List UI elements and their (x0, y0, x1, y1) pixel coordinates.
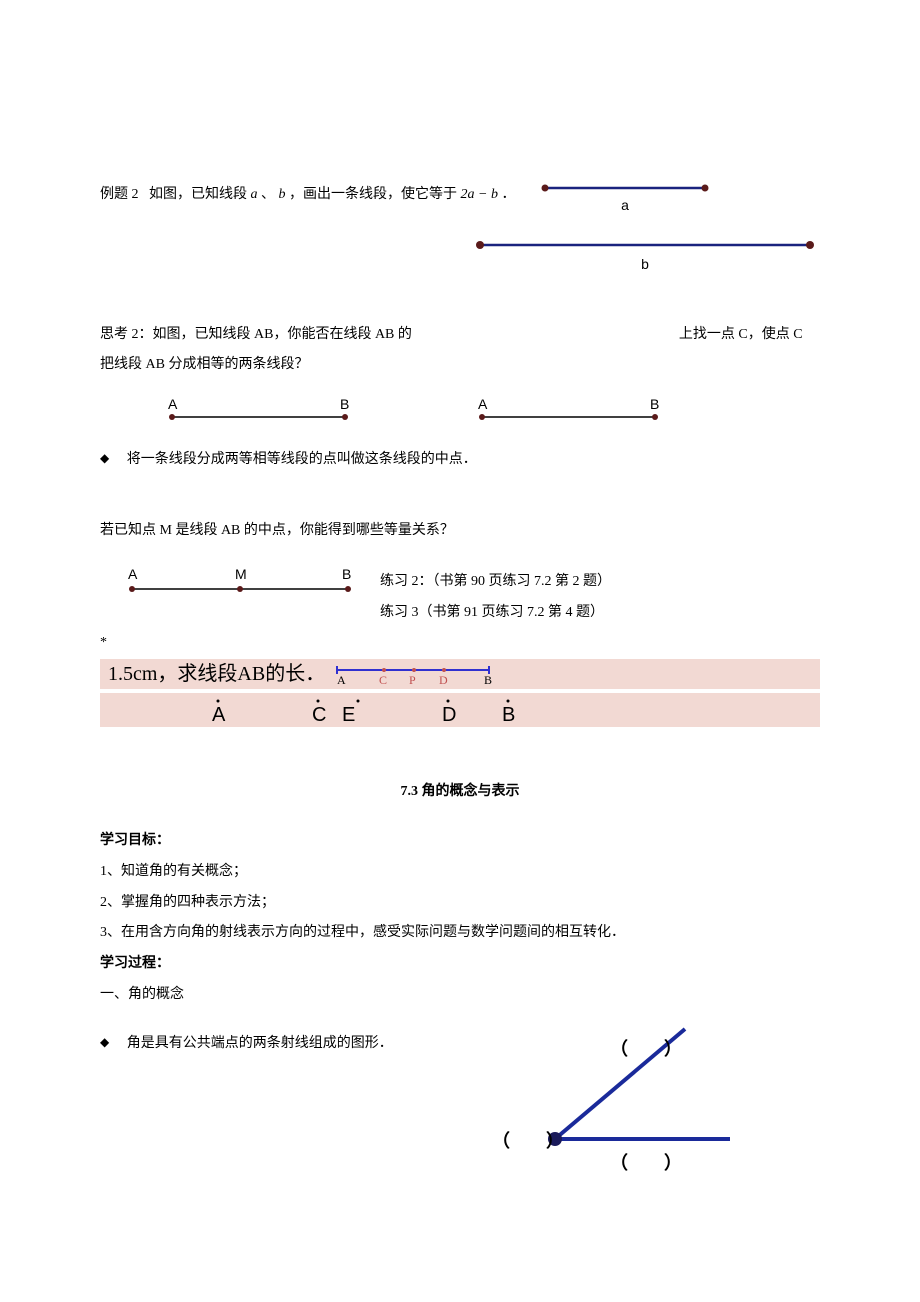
example2-row: 例题 2 如图，已知线段 a 、 b ，画出一条线段，使它等于 2a − b ．… (100, 180, 820, 233)
practice-2: 练习 2：（书第 90 页练习 7.2 第 2 题） (380, 567, 611, 598)
example2-period: ． (501, 187, 515, 202)
svg-text:B: B (650, 397, 659, 412)
segment-ab-1: A B (160, 397, 360, 427)
midpoint-def: 将一条线段分成两等相等线段的点叫做这条线段的中点． (127, 452, 477, 467)
goal-3: 3、在用含方向角的射线表示方向的过程中，感受实际问题与数学问题间的相互转化． (100, 918, 820, 949)
highlight-row-2: A C E D B (100, 693, 820, 727)
svg-text:M: M (235, 567, 247, 582)
example2-before-a: 如图，已知线段 (149, 187, 247, 202)
svg-text:B: B (342, 567, 351, 582)
segment-a-label: a (622, 197, 630, 213)
svg-text:E: E (342, 704, 395, 725)
practice-3: 练习 3（书第 91 页练习 7.2 第 4 题） (380, 598, 611, 629)
segment-b-label: b (641, 256, 649, 272)
example2-var-b: b (279, 187, 286, 202)
svg-text:A: A (212, 704, 265, 725)
svg-text:A: A (128, 567, 138, 582)
svg-text:A: A (168, 397, 178, 412)
svg-text:C: C (379, 673, 387, 686)
svg-text:（ ）: （ ） (610, 1153, 682, 1173)
diamond-icon: ◆ (100, 1029, 109, 1055)
angle-def-row: ◆ 角是具有公共端点的两条射线组成的图形． （ ） （ ） （ ） (100, 1029, 820, 1179)
svg-text:（ ）: （ ） (610, 1039, 682, 1059)
midpoint-q: 若已知点 M 是线段 AB 的中点，你能得到哪些等量关系？ (100, 523, 454, 538)
svg-text:（ ）: （ ） (492, 1131, 564, 1151)
sub1: 一、角的概念 (100, 980, 820, 1011)
hl2-svg: A C E D B (200, 695, 560, 725)
angle-figure: （ ） （ ） （ ） (470, 1019, 750, 1192)
angle-def: 角是具有公共端点的两条射线组成的图形． (127, 1036, 393, 1051)
svg-text:P: P (409, 673, 416, 686)
goal-1: 1、知道角的有关概念； (100, 857, 820, 888)
segment-b-figure: b (470, 237, 820, 290)
segment-amb: A M B (120, 567, 370, 597)
example2-label: 例题 2 (100, 187, 139, 202)
midpoint-def-row: ◆ 将一条线段分成两等相等线段的点叫做这条线段的中点． (100, 445, 820, 476)
segment-ab-2: A B (470, 397, 670, 427)
svg-text:A: A (337, 673, 346, 686)
think2-segments: A B A B (100, 397, 820, 427)
svg-text:B: B (502, 704, 555, 725)
example2-sep: 、 (261, 187, 279, 202)
midpoint-q-row: 若已知点 M 是线段 AB 的中点，你能得到哪些等量关系？ (100, 516, 820, 547)
example2-mid: ，画出一条线段，使它等于 (289, 187, 461, 202)
proc-head: 学习过程： (100, 949, 820, 980)
section-7-3-title: 7.3 角的概念与表示 (100, 777, 820, 808)
think2-prefix: 思考 2：如图，已知线段 AB，你能否在线段 AB 的 (100, 327, 412, 342)
diamond-icon: ◆ (100, 445, 109, 471)
svg-text:D: D (442, 704, 496, 725)
svg-text:B: B (340, 397, 349, 412)
segment-b-row: b (100, 237, 820, 290)
highlight-row-1: 1.5cm，求线段AB的长． A C P D B (100, 659, 820, 689)
svg-text:A: A (478, 397, 488, 412)
example2-text: 例题 2 如图，已知线段 a 、 b ，画出一条线段，使它等于 2a − b ． (100, 180, 515, 211)
example2-var-a: a (251, 187, 258, 202)
amb-and-practice: A M B 练习 2：（书第 90 页练习 7.2 第 2 题） 练习 3（书第… (100, 567, 820, 629)
document-page: 例题 2 如图，已知线段 a 、 b ，画出一条线段，使它等于 2a − b ．… (0, 0, 920, 1249)
svg-text:B: B (484, 673, 492, 686)
think2-row: 思考 2：如图，已知线段 AB，你能否在线段 AB 的 上找一点 C，使点 C … (100, 320, 820, 382)
segment-a-figure: a (535, 180, 715, 233)
example2-expr: 2a − b (461, 187, 498, 202)
goal-head: 学习目标： (100, 826, 820, 857)
goal-2: 2、掌握角的四种表示方法； (100, 888, 820, 919)
svg-text:D: D (439, 673, 448, 686)
hl1-mini-seg: A C P D B (329, 662, 499, 686)
hl1-text: 1.5cm，求线段AB的长． (108, 652, 325, 696)
